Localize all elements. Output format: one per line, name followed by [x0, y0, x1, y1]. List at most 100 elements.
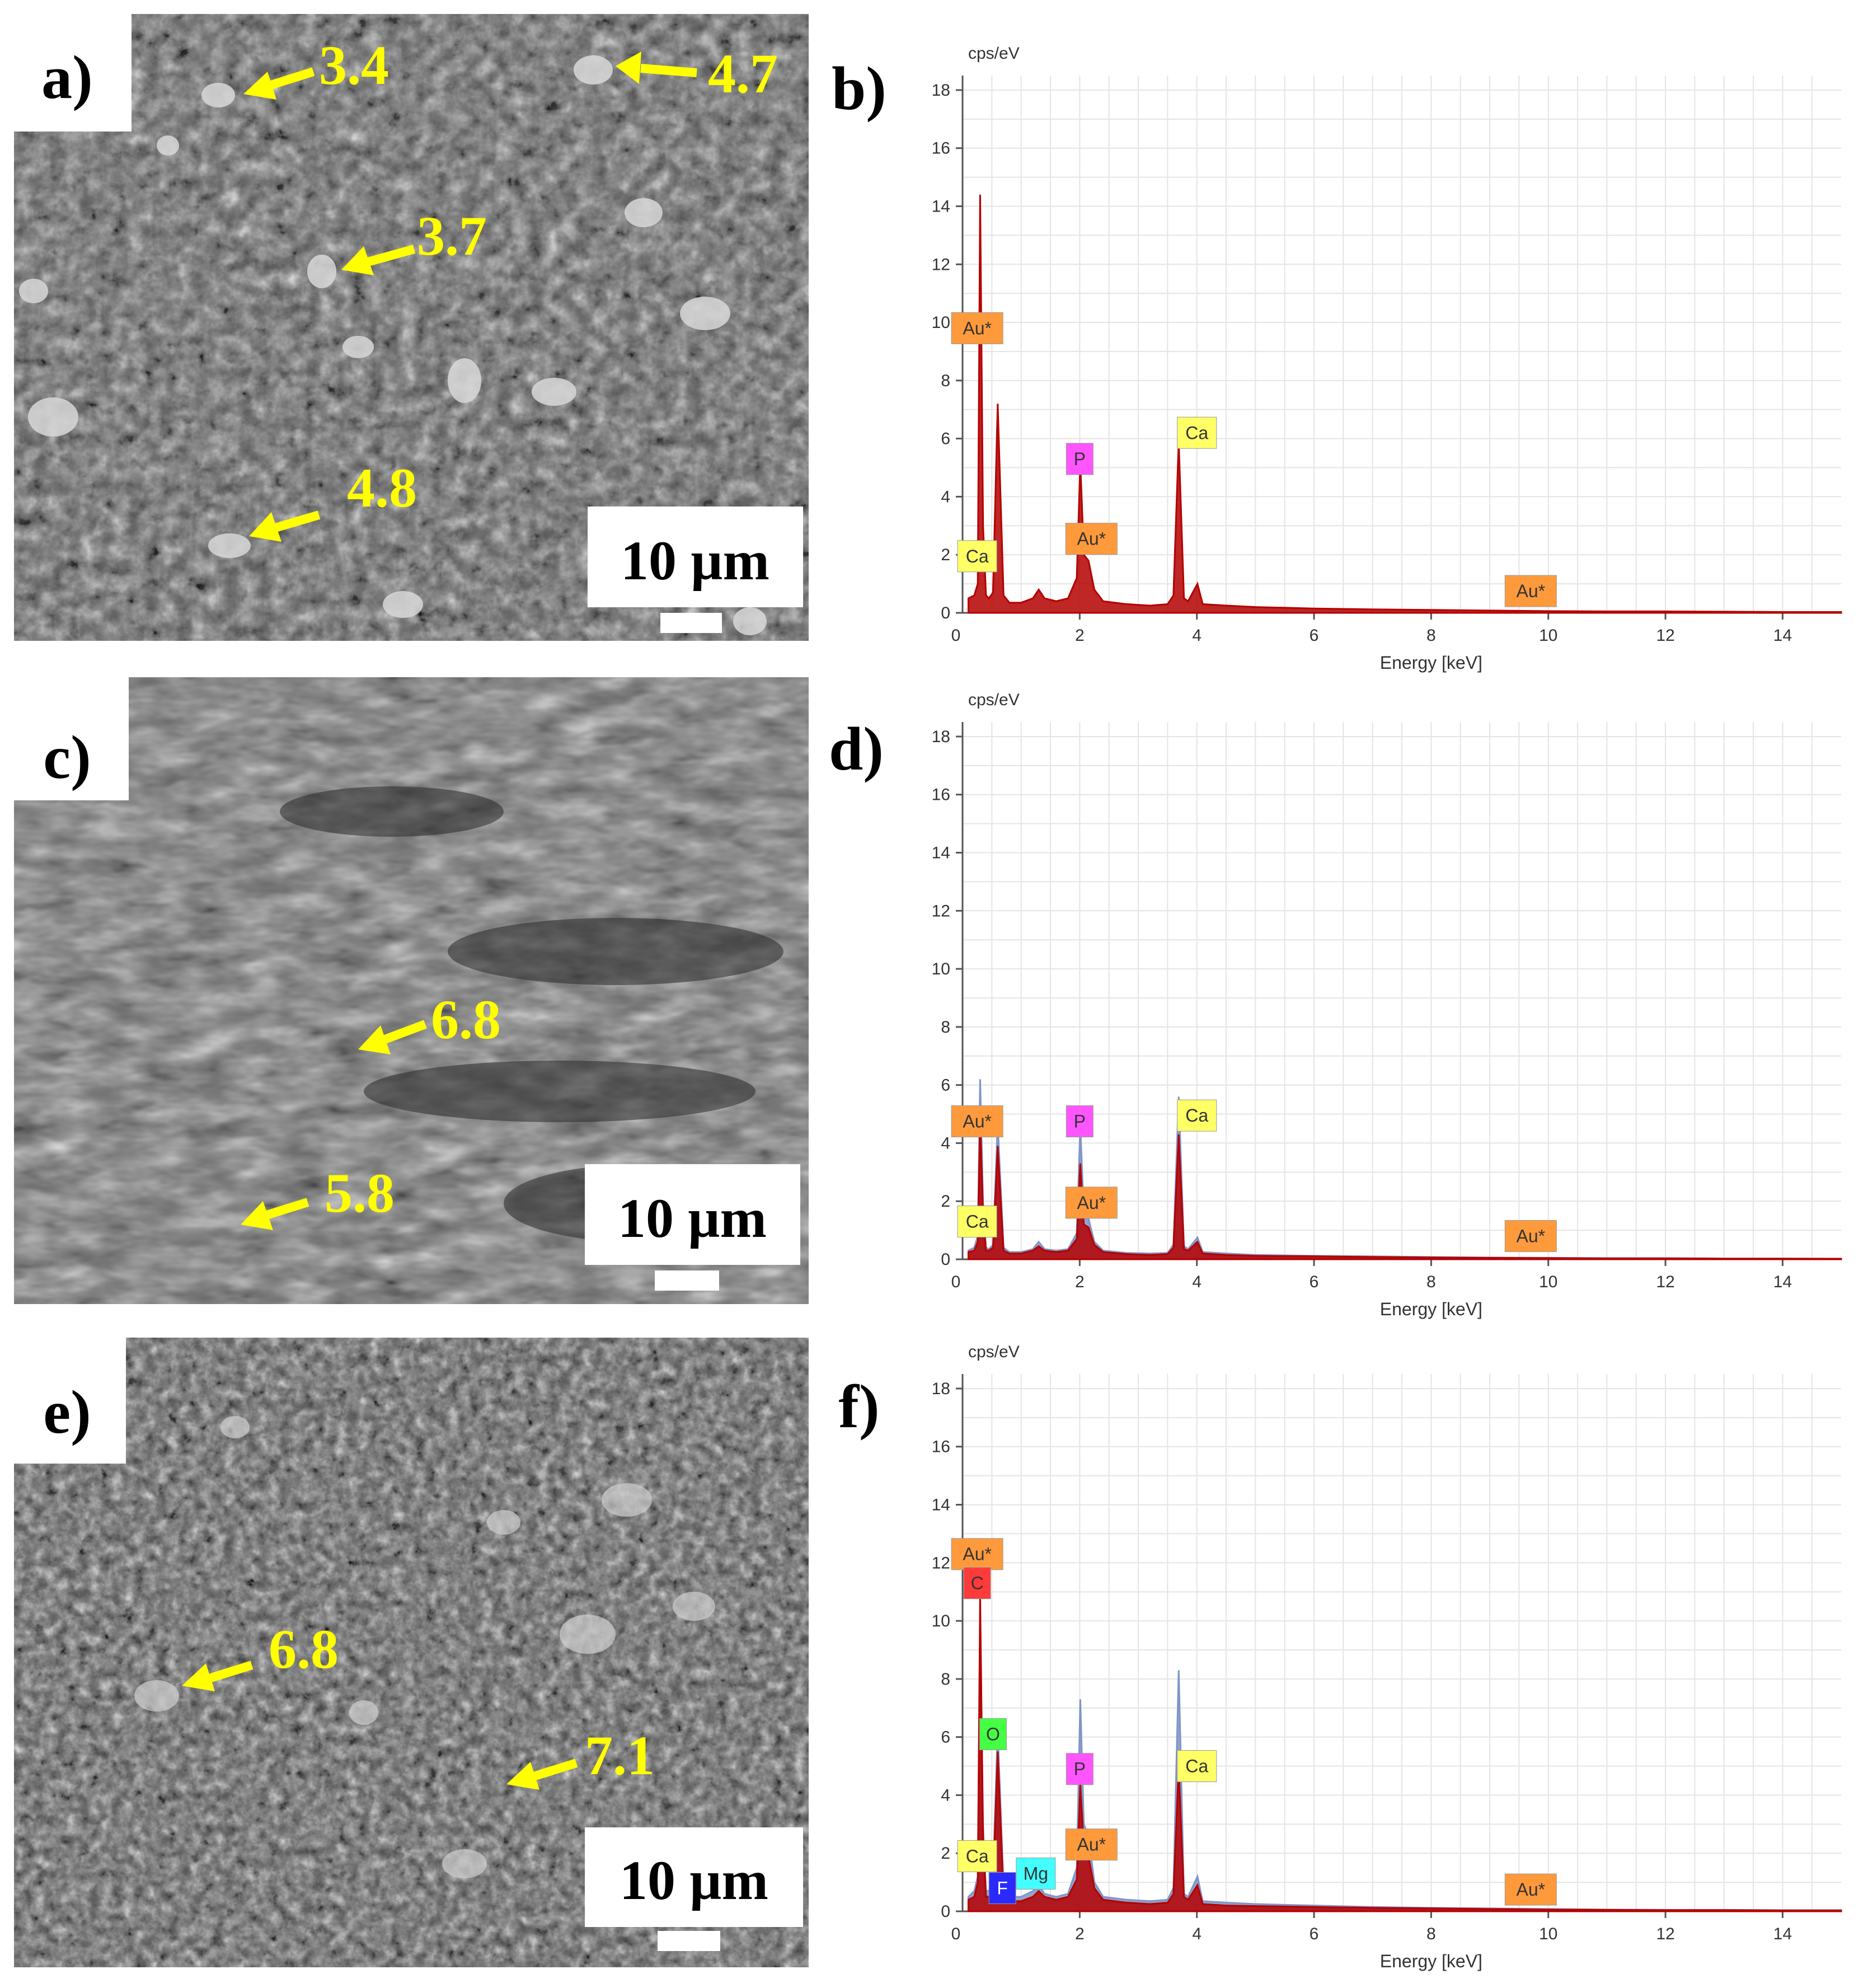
- panel-label: d): [829, 715, 884, 783]
- spectrum-series-red: [967, 194, 1842, 614]
- measurement-arrow: 4.7: [616, 43, 778, 105]
- y-tick-label: 14: [932, 198, 950, 216]
- peak-tag-Ca: Ca: [1177, 416, 1217, 449]
- peak-tag-label: Au*: [1516, 581, 1545, 601]
- y-tick-label: 0: [941, 604, 950, 622]
- peak-tag-box: [957, 1840, 997, 1872]
- x-tick-label: 6: [1310, 1925, 1319, 1943]
- peak-tag-label: Ca: [966, 546, 989, 566]
- measurement-arrow: 4.8: [249, 457, 417, 542]
- peak-tag-label: Au*: [963, 318, 992, 338]
- x-tick-label: 12: [1656, 1273, 1674, 1291]
- measurement-arrow: 7.1: [506, 1724, 655, 1790]
- x-tick-label: 4: [1192, 1273, 1202, 1291]
- peak-tag-Ca: Ca: [957, 540, 997, 573]
- y-tick-label: 12: [932, 255, 950, 274]
- peak-tag-Au: Au*: [1504, 575, 1557, 607]
- scale-bar-label: 10 µm: [621, 529, 769, 592]
- y-axis-label: cps/eV: [968, 1343, 1020, 1361]
- peak-tag-label: Ca: [1185, 1105, 1208, 1126]
- peak-tag-box: [988, 1872, 1016, 1904]
- arrow-label: 7.1: [585, 1724, 655, 1787]
- peak-tag-Au: Au*: [1504, 1873, 1557, 1906]
- eds-chart: 0 2 4 6 8 10 12 14 16 18 2 4 6 8 10 12 14 0 cps/eV Energy […: [932, 1343, 1842, 1971]
- peak-tag-box: [957, 540, 997, 573]
- panel-label: e): [43, 1378, 91, 1446]
- spectrum-f: f) 0 2 4 6 8 10 12 14 16 18 2 4 6 8 10 12 14 0 cps/eV Energ…: [838, 1343, 1842, 1971]
- peak-tag-label: Au*: [1516, 1879, 1545, 1900]
- y-axis-label: cps/eV: [968, 44, 1020, 63]
- peak-tag-box: [1065, 1828, 1118, 1861]
- x-tick-label: 12: [1656, 1925, 1674, 1943]
- peak-tag-label: Au*: [1516, 1226, 1545, 1246]
- peak-tag-label: Au*: [963, 1544, 992, 1564]
- peak-tag-label: Mg: [1024, 1864, 1048, 1884]
- x-tick-label: 14: [1773, 1925, 1792, 1943]
- x-tick-label: 4: [1192, 626, 1202, 645]
- arrow-label: 3.4: [319, 34, 389, 96]
- peak-tag-Au: Au*: [1065, 1828, 1118, 1861]
- scale-bar-label: 10 µm: [620, 1849, 768, 1911]
- scale-bar-box: [588, 507, 803, 607]
- peak-tag-box: [1066, 1105, 1094, 1138]
- x-tick-label: 0: [951, 1273, 961, 1291]
- measurement-arrow: 6.8: [358, 988, 501, 1054]
- peak-tag-P: P: [1066, 1753, 1094, 1785]
- y-tick-label: 10: [932, 313, 950, 332]
- peak-tag-Au: Au*: [951, 312, 1003, 344]
- peak-tag-Au: Au*: [1504, 1220, 1557, 1252]
- peak-tag-P: P: [1066, 1105, 1094, 1138]
- peak-tag-Ca: Ca: [957, 1840, 997, 1872]
- peak-tag-box: [1177, 1099, 1217, 1132]
- peak-tag-label: Ca: [966, 1212, 989, 1232]
- peak-tag-label: P: [1074, 1759, 1086, 1779]
- peak-tag-label: O: [986, 1724, 1000, 1744]
- peak-tag-box: [1504, 575, 1557, 607]
- y-tick-label: 0: [941, 1250, 950, 1269]
- peak-tag-F: F: [988, 1872, 1016, 1904]
- x-tick-label: 2: [1075, 1273, 1085, 1291]
- y-tick-label: 2: [941, 546, 950, 564]
- peak-tag-Ca: Ca: [1177, 1099, 1217, 1132]
- peak-tag-box: [1066, 443, 1094, 475]
- sem-panel-c: c) 10 µm 6.8 5.8: [14, 677, 809, 1304]
- peak-tag-label: F: [997, 1878, 1008, 1898]
- x-tick-label: 4: [1192, 1925, 1202, 1943]
- y-tick-label: 16: [932, 139, 950, 158]
- arrow-label: 4.8: [347, 457, 417, 519]
- peak-tag-P: P: [1066, 443, 1094, 475]
- peak-tag-label: Au*: [1077, 1835, 1106, 1855]
- x-tick-label: 8: [1426, 1925, 1436, 1943]
- x-tick-label: 6: [1310, 626, 1319, 645]
- peak-tag-box: [1177, 416, 1217, 449]
- y-tick-label: 18: [932, 728, 950, 746]
- y-tick-label: 16: [932, 786, 950, 804]
- peak-tag-O: O: [979, 1718, 1007, 1750]
- peak-tag-Ca: Ca: [1177, 1750, 1217, 1783]
- peak-tag-label: C: [971, 1573, 984, 1593]
- sem-panel-a: a) 10 µm 3.4 4.7 3.7 4.8: [14, 14, 809, 641]
- y-tick-label: 10: [932, 960, 950, 978]
- peak-tag-Ca: Ca: [957, 1206, 997, 1238]
- x-axis-label: Energy [keV]: [1380, 1951, 1482, 1971]
- sem-panel-e: e) 10 µm 6.8 7.1: [14, 1338, 809, 1967]
- peak-tag-label: Au*: [1077, 529, 1106, 549]
- peak-tag-box: [979, 1718, 1007, 1750]
- peak-tag-box: [1065, 1187, 1118, 1219]
- peak-tag-box: [1504, 1220, 1557, 1252]
- peak-tag-box: [951, 1105, 1003, 1138]
- panel-label: c): [43, 723, 91, 791]
- y-tick-label: 4: [941, 487, 950, 506]
- sem-shadow: [280, 786, 783, 1242]
- x-tick-label: 14: [1773, 626, 1792, 645]
- peak-tag-label: Ca: [1185, 1756, 1208, 1776]
- peak-tag-label: Au*: [963, 1112, 992, 1132]
- y-tick-label: 8: [941, 372, 950, 390]
- y-tick-label: 18: [932, 81, 950, 100]
- peak-tag-box: [963, 1567, 991, 1600]
- peak-tag-box: [1065, 523, 1118, 555]
- x-tick-label: 10: [1539, 1925, 1557, 1943]
- measurement-arrow: 6.8: [182, 1618, 339, 1691]
- peak-tag-box: [1066, 1753, 1094, 1785]
